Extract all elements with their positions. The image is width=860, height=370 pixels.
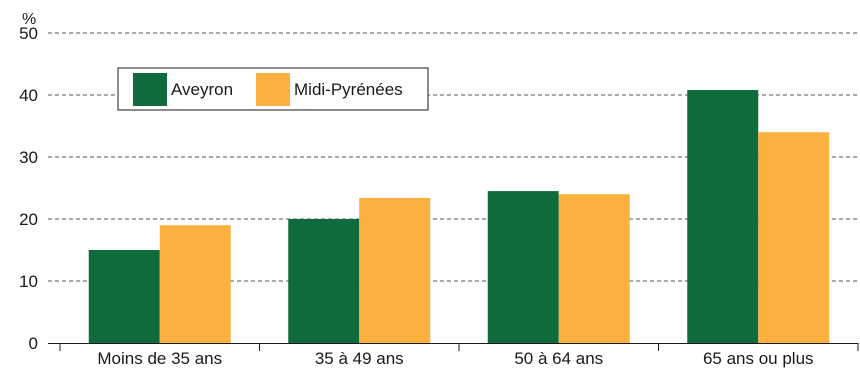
legend-label-aveyron: Aveyron xyxy=(171,80,233,99)
y-tick-label: 20 xyxy=(19,210,38,229)
y-tick-label: 50 xyxy=(19,24,38,43)
y-axis-ticks: 0 10 20 30 40 50 xyxy=(19,24,38,353)
bar-midi-pyrenees-50-a-64-ans xyxy=(558,194,630,343)
x-tick-label: Moins de 35 ans xyxy=(97,349,222,368)
bar-midi-pyrenees-35-a-49-ans xyxy=(359,197,431,343)
y-tick-label: 30 xyxy=(19,148,38,167)
y-tick-label: 10 xyxy=(19,272,38,291)
legend: Aveyron Midi-Pyrénées xyxy=(117,67,429,111)
bars xyxy=(88,90,830,343)
legend-swatch-midi-pyrenees xyxy=(256,73,290,106)
bar-aveyron-moins-de-35-ans xyxy=(88,250,160,343)
legend-label-midi-pyrenees: Midi-Pyrénées xyxy=(294,80,403,99)
x-tick-label: 35 à 49 ans xyxy=(315,349,404,368)
y-tick-label: 40 xyxy=(19,86,38,105)
bar-midi-pyrenees-moins-de-35-ans xyxy=(159,225,231,343)
x-tick-label: 50 à 64 ans xyxy=(514,349,603,368)
legend-swatch-aveyron xyxy=(133,73,167,106)
bar-aveyron-50-a-64-ans xyxy=(487,191,559,343)
x-axis: Moins de 35 ans 35 à 49 ans 50 à 64 ans 65 … xyxy=(48,343,859,368)
bar-aveyron-65-ans-ou-plus xyxy=(687,90,759,343)
bar-aveyron-35-a-49-ans xyxy=(288,219,360,343)
x-tick-label: 65 ans ou plus xyxy=(703,349,814,368)
y-tick-label: 0 xyxy=(29,334,38,353)
bar-midi-pyrenees-65-ans-ou-plus xyxy=(758,132,830,343)
y-axis-unit-label: % xyxy=(22,11,36,28)
